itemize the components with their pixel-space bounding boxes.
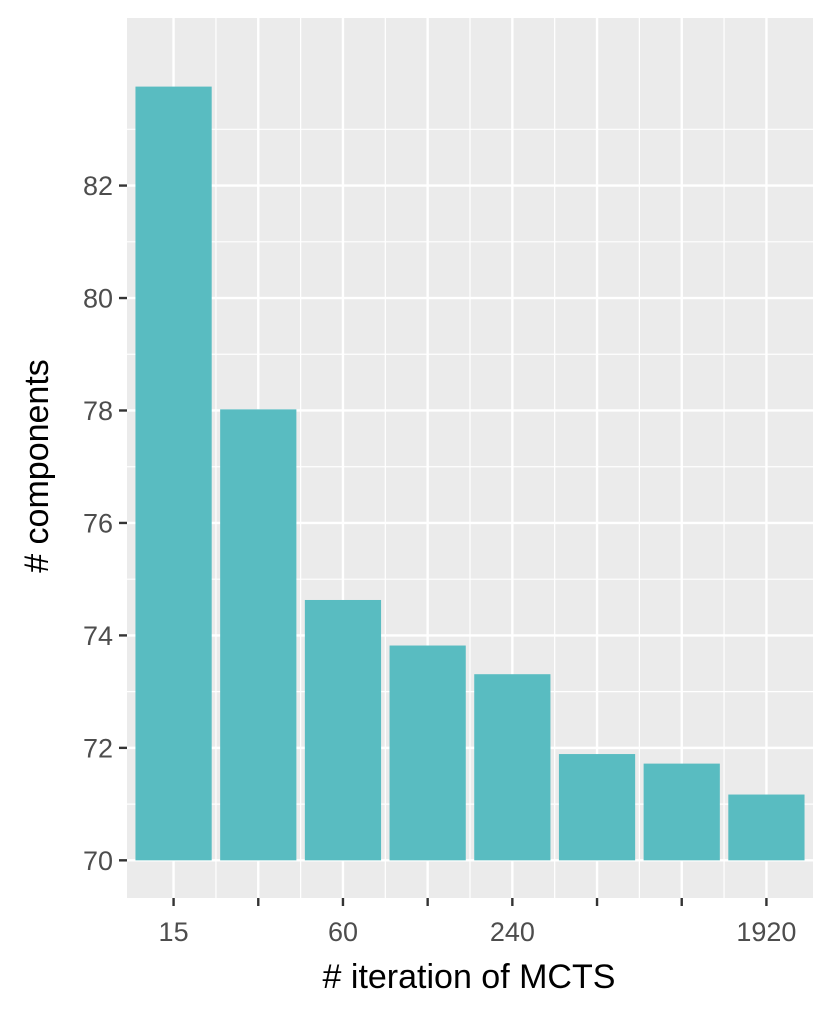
bar-1920 <box>728 794 805 861</box>
bar-240 <box>474 674 551 861</box>
bar-120 <box>389 645 466 861</box>
y-tick-label-1: 72 <box>83 733 113 763</box>
x-axis-title: # iteration of MCTS <box>323 958 616 996</box>
minor-gridlines <box>127 18 813 898</box>
bar-480 <box>558 754 636 861</box>
y-tick-label-4: 78 <box>83 396 113 426</box>
y-tick-label-5: 80 <box>83 284 113 314</box>
y-tick-label-6: 82 <box>83 171 113 201</box>
x-tick-label-240: 240 <box>490 917 535 947</box>
y-tick-label-2: 74 <box>83 621 113 651</box>
y-axis-title: # components <box>18 359 56 573</box>
x-tick-label-60: 60 <box>328 917 358 947</box>
bar-30 <box>220 409 297 861</box>
x-tick-label-1920: 1920 <box>736 917 796 947</box>
x-axis: 15 60 240 1920 <box>159 898 796 947</box>
bar-60 <box>304 599 382 861</box>
bar-15 <box>135 86 212 861</box>
bars <box>135 86 805 861</box>
x-tick-label-15: 15 <box>159 917 189 947</box>
bar-960 <box>643 763 720 861</box>
y-tick-label-3: 76 <box>83 508 113 538</box>
y-tick-label-0: 70 <box>83 846 113 876</box>
y-axis: 70 72 74 76 78 80 82 <box>83 171 127 876</box>
